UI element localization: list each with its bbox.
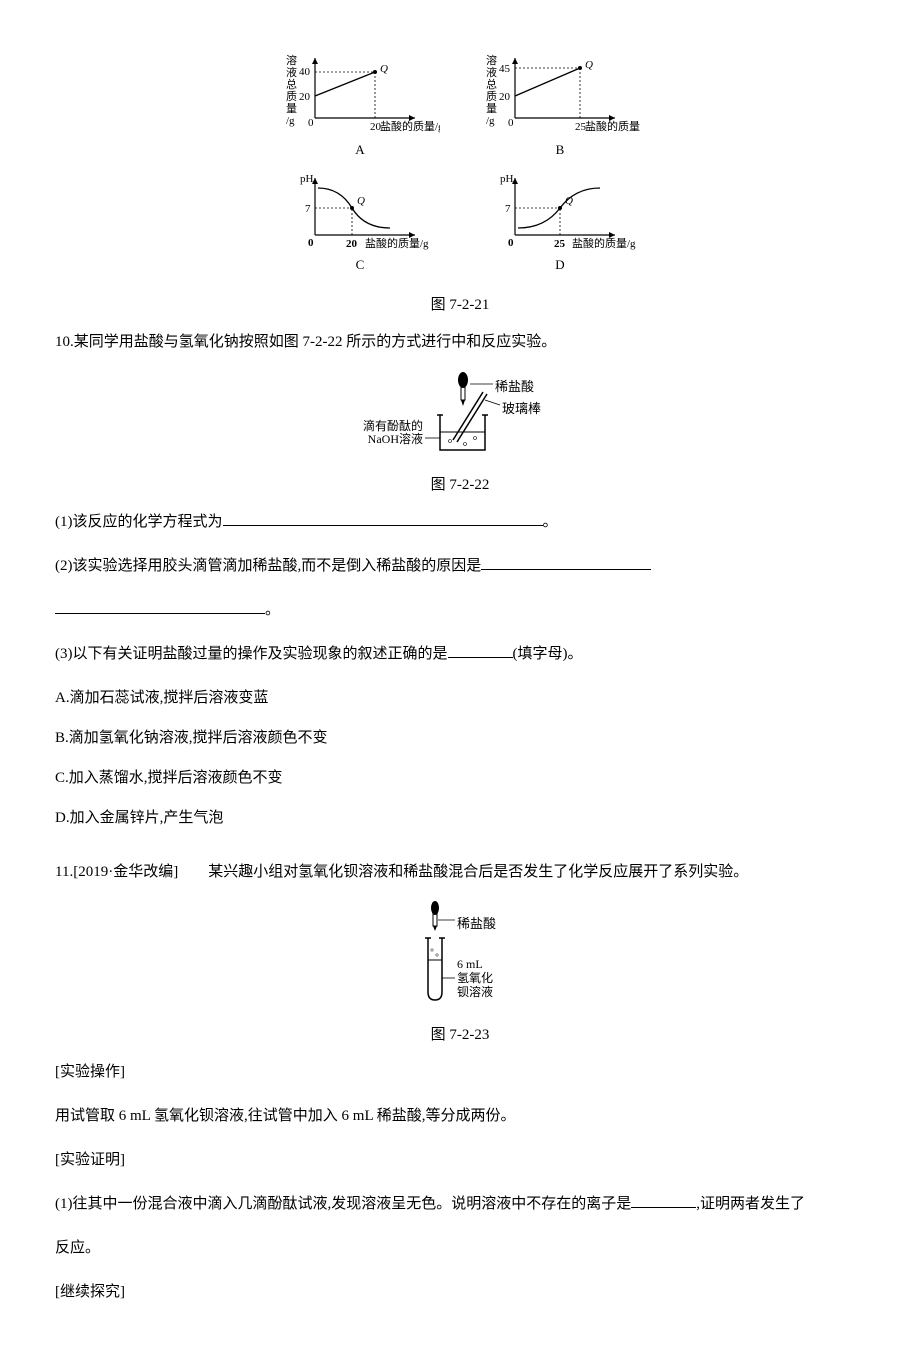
q11-stem: 11.[2019·金华改编] 某兴趣小组对氢氧化钡溶液和稀盐酸混合后是否发生了化…: [55, 854, 865, 890]
chart-A: 溶 液 总 质 量 /g 40 20 0: [280, 50, 440, 158]
q10-p2-prefix: (2)该实验选择用胶头滴管滴加稀盐酸,而不是倒入稀盐酸的原因是: [55, 558, 481, 574]
q11-sec3: [继续探究]: [55, 1274, 865, 1310]
label-tube-hcl: 稀盐酸: [457, 913, 496, 932]
q10-p3: (3)以下有关证明盐酸过量的操作及实验现象的叙述正确的是 (填字母)。: [55, 636, 865, 672]
chart-B-ylabel-3: 质: [486, 90, 497, 103]
q11-p1: (1)往其中一份混合液中滴入几滴酚酞试液,发现溶液呈无色。说明溶液中不存在的离子…: [55, 1186, 865, 1222]
q10-option-D: D.加入金属锌片,产生气泡: [55, 800, 865, 836]
q10-p2-suffix: 。: [265, 602, 280, 618]
q11-op-text: 用试管取 6 mL 氢氧化钡溶液,往试管中加入 6 mL 稀盐酸,等分成两份。: [55, 1098, 865, 1134]
q10-p3-blank[interactable]: [448, 657, 513, 658]
chart-A-sublabel: A: [280, 142, 440, 158]
chart-A-ylabel-1: 液: [286, 65, 297, 79]
label-tube-2b: 氢氧化: [457, 971, 493, 985]
chart-D-ytick: 7: [505, 203, 511, 215]
q11-p1-mid: ,证明两者发生了: [696, 1196, 805, 1212]
chart-B-ylabel-4: 量: [486, 102, 497, 115]
chart-A-ylabel-5: /g: [286, 115, 295, 127]
q11-p1-prefix: (1)往其中一份混合液中滴入几滴酚酞试液,发现溶液呈无色。说明溶液中不存在的离子…: [55, 1196, 631, 1212]
chart-grid: 溶 液 总 质 量 /g 40 20 0: [280, 50, 640, 285]
chart-row-1: 溶 液 总 质 量 /g 40 20 0: [280, 50, 640, 158]
chart-A-ylabel-3: 质: [286, 90, 297, 103]
label-tube-2c: 钡溶液: [457, 985, 493, 999]
q10-option-B: B.滴加氢氧化钠溶液,搅拌后溶液颜色不变: [55, 720, 865, 756]
figure-7-2-21-caption: 图 7-2-21: [55, 293, 865, 314]
chart-B-Q: Q: [585, 59, 593, 71]
chart-B-ytick-20: 20: [499, 91, 511, 103]
chart-D: pH 7 Q 0 25 盐酸的质量/g D: [480, 170, 640, 273]
figure-7-2-22-caption: 图 7-2-22: [55, 473, 865, 494]
figure-7-2-23-caption: 图 7-2-23: [55, 1023, 865, 1044]
chart-A-ylabel-2: 总: [286, 77, 297, 91]
chart-C-xtick: 20: [346, 238, 358, 250]
chart-D-xtick: 25: [554, 238, 566, 250]
chart-row-2: pH 7 Q 0 20 盐酸的质量/g C: [280, 170, 640, 273]
chart-C-Q: Q: [357, 195, 365, 207]
q10-p3-suffix: (填字母)。: [513, 646, 583, 662]
q11-p1-blank[interactable]: [631, 1207, 696, 1208]
chart-A-xlabel: 盐酸的质量/g: [380, 119, 440, 133]
svg-text:0: 0: [308, 237, 314, 249]
chart-A-ytick-40: 40: [299, 66, 311, 78]
q10-stem: 10.某同学用盐酸与氢氧化钠按照如图 7-2-22 所示的方式进行中和反应实验。: [55, 324, 865, 360]
q10-option-A: A.滴加石蕊试液,搅拌后溶液变蓝: [55, 680, 865, 716]
chart-B-ytick-45: 45: [499, 63, 511, 75]
q10-p2-cont: 。: [55, 592, 865, 628]
chart-B-ylabel-2: 总: [486, 77, 497, 91]
figure-7-2-22: 稀盐酸 玻璃棒 滴有酚酞的 NaOH溶液 图 7-2-22: [55, 370, 865, 494]
chart-C-ylabel: pH: [300, 173, 314, 185]
q10-p2-blank-1[interactable]: [481, 569, 651, 570]
q10-p1-suffix: 。: [543, 514, 558, 530]
chart-D-sublabel: D: [480, 257, 640, 273]
chart-A-ytick-0: 0: [308, 117, 314, 129]
figure-7-2-23: 稀盐酸 6 mL 氢氧化 钡溶液 图 7-2-23: [55, 900, 865, 1044]
chart-A-ylabel-0: 溶: [286, 53, 297, 67]
chart-C-sublabel: C: [280, 257, 440, 273]
chart-B-ylabel-0: 溶: [486, 53, 497, 67]
svg-text:0: 0: [508, 237, 514, 249]
figure-7-2-21: 溶 液 总 质 量 /g 40 20 0: [55, 50, 865, 314]
chart-C-xlabel: 盐酸的质量/g: [365, 236, 429, 250]
chart-D-Q: Q: [565, 195, 573, 207]
q10-p3-prefix: (3)以下有关证明盐酸过量的操作及实验现象的叙述正确的是: [55, 646, 448, 662]
q11-sec2: [实验证明]: [55, 1142, 865, 1178]
q10-p1-blank[interactable]: [223, 525, 543, 526]
chart-A-Q: Q: [380, 63, 388, 75]
q10-p1: (1)该反应的化学方程式为 。: [55, 504, 865, 540]
chart-B-ytick-0: 0: [508, 117, 514, 129]
q10-p2: (2)该实验选择用胶头滴管滴加稀盐酸,而不是倒入稀盐酸的原因是: [55, 548, 865, 584]
chart-C-ytick: 7: [305, 203, 311, 215]
q10-p1-prefix: (1)该反应的化学方程式为: [55, 514, 223, 530]
chart-A-ylabel-4: 量: [286, 102, 297, 115]
chart-A-ytick-20: 20: [299, 91, 311, 103]
chart-B-ylabel-1: 液: [486, 65, 497, 79]
q10-option-C: C.加入蒸馏水,搅拌后溶液颜色不变: [55, 760, 865, 796]
q10-p2-blank-2[interactable]: [55, 613, 265, 614]
label-hcl: 稀盐酸: [495, 376, 534, 395]
chart-D-xlabel: 盐酸的质量/g: [572, 236, 636, 250]
chart-C: pH 7 Q 0 20 盐酸的质量/g C: [280, 170, 440, 273]
q11-source: [2019·金华改编]: [73, 864, 178, 880]
q11-stem-prefix: 11.: [55, 864, 73, 880]
q11-sec1: [实验操作]: [55, 1054, 865, 1090]
q11-p1-end: 反应。: [55, 1230, 865, 1266]
label-tube-2a: 6 mL: [457, 957, 483, 971]
chart-B-xlabel: 盐酸的质量/g: [585, 119, 640, 133]
chart-B-ylabel-5: /g: [486, 115, 495, 127]
chart-B-sublabel: B: [480, 142, 640, 158]
chart-D-ylabel: pH: [500, 173, 514, 185]
chart-B: 溶 液 总 质 量 /g 45 20 0 Q: [480, 50, 640, 158]
q11-stem-text: 某兴趣小组对氢氧化钡溶液和稀盐酸混合后是否发生了化学反应展开了系列实验。: [178, 864, 748, 880]
label-glass-rod: 玻璃棒: [502, 398, 541, 417]
label-naoh-1: 滴有酚酞的: [363, 419, 423, 433]
label-naoh-2: NaOH溶液: [368, 432, 423, 446]
